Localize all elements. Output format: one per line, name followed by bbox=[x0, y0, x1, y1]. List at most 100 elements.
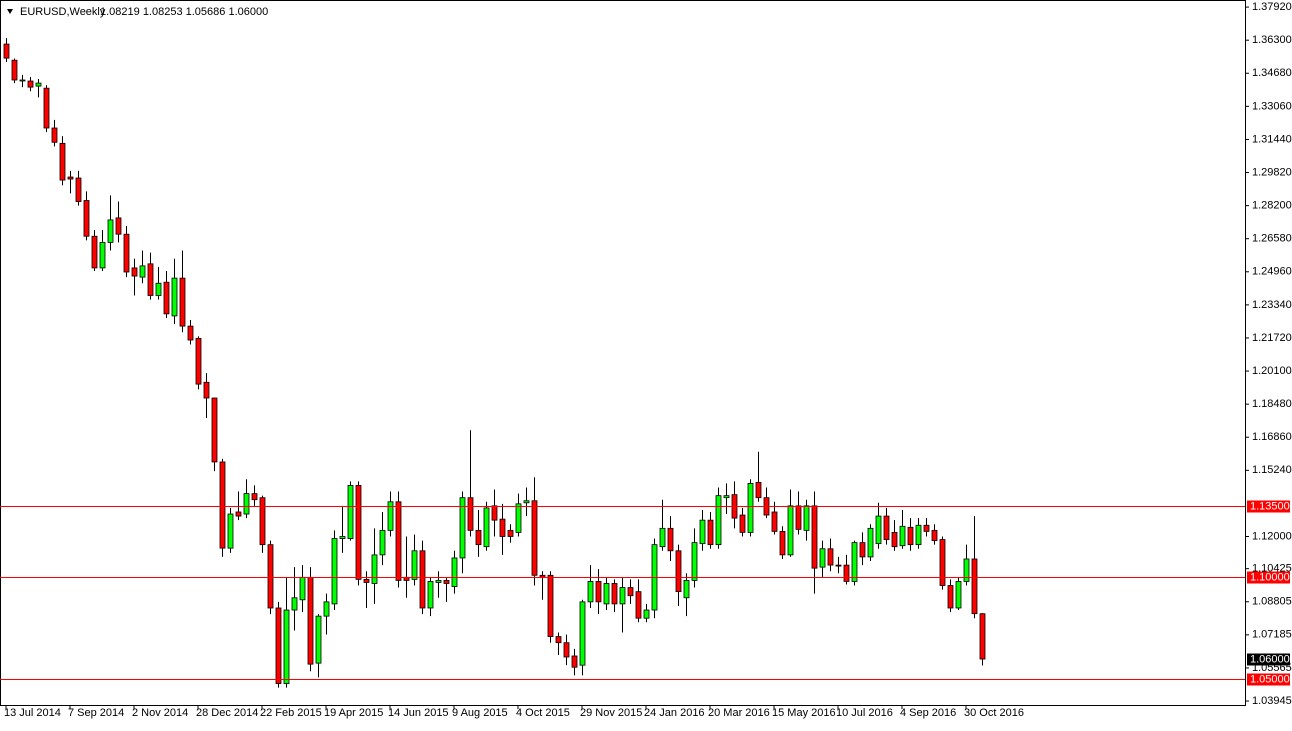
candle-body bbox=[955, 581, 962, 609]
x-tick-label: 7 Sep 2014 bbox=[68, 707, 124, 719]
candle-body bbox=[819, 548, 826, 568]
candle-body bbox=[147, 263, 154, 296]
chart-title: EURUSD,Weekly bbox=[20, 6, 106, 18]
candle-body bbox=[835, 564, 842, 567]
candle-body bbox=[979, 613, 986, 660]
candle-body bbox=[91, 235, 98, 269]
candle-body bbox=[603, 583, 610, 605]
level-label: 1.10000 bbox=[1250, 571, 1290, 583]
candle-body bbox=[203, 381, 210, 399]
candle-body bbox=[387, 501, 394, 531]
candle-body bbox=[563, 642, 570, 658]
candle-body bbox=[843, 564, 850, 582]
last-price-box bbox=[1247, 653, 1290, 666]
x-tick-label: 30 Oct 2016 bbox=[964, 707, 1024, 719]
candle-body bbox=[259, 497, 266, 546]
y-tick-label: 1.31440 bbox=[1252, 133, 1292, 145]
candle-body bbox=[11, 59, 18, 81]
candle-body bbox=[499, 518, 506, 537]
candle-body bbox=[67, 176, 74, 180]
candle-body bbox=[787, 505, 794, 556]
level-label-box bbox=[1247, 500, 1290, 513]
candle-body bbox=[35, 82, 42, 87]
candle-body bbox=[435, 580, 442, 583]
candle-body bbox=[3, 43, 10, 59]
candle-body bbox=[947, 585, 954, 609]
candle-body bbox=[107, 219, 114, 243]
candle-body bbox=[275, 607, 282, 684]
candle-body bbox=[491, 505, 498, 521]
candle-body bbox=[507, 529, 514, 537]
candle-body bbox=[883, 515, 890, 540]
candle-body bbox=[587, 581, 594, 603]
y-tick-label: 1.07185 bbox=[1252, 629, 1292, 641]
level-label: 1.05000 bbox=[1250, 673, 1290, 685]
candle-body bbox=[531, 500, 538, 576]
candle-body bbox=[891, 532, 898, 548]
x-tick-label: 13 Jul 2014 bbox=[4, 707, 61, 719]
y-tick-label: 1.34680 bbox=[1252, 67, 1292, 79]
candle-body bbox=[27, 80, 34, 88]
y-tick-label: 1.15240 bbox=[1252, 464, 1292, 476]
candle-body bbox=[291, 597, 298, 611]
candle-body bbox=[379, 529, 386, 556]
y-tick-label: 1.29820 bbox=[1252, 166, 1292, 178]
x-tick-label: 9 Aug 2015 bbox=[452, 707, 508, 719]
candle-body bbox=[75, 177, 82, 202]
y-tick-label: 1.33060 bbox=[1252, 100, 1292, 112]
candle-body bbox=[179, 277, 186, 327]
y-tick-label: 1.16860 bbox=[1252, 431, 1292, 443]
y-tick-label: 1.23340 bbox=[1252, 299, 1292, 311]
level-label: 1.13500 bbox=[1250, 500, 1290, 512]
candle-body bbox=[315, 615, 322, 664]
candle-body bbox=[715, 495, 722, 546]
candle-body bbox=[427, 581, 434, 609]
level-label-box bbox=[1247, 571, 1290, 584]
x-tick-label: 14 Jun 2015 bbox=[388, 707, 449, 719]
x-tick-label: 4 Sep 2016 bbox=[900, 707, 956, 719]
candle-body bbox=[579, 601, 586, 666]
candle-body bbox=[619, 587, 626, 605]
y-tick-label: 1.28200 bbox=[1252, 200, 1292, 212]
candle-body bbox=[771, 511, 778, 532]
candle-body bbox=[675, 550, 682, 593]
candle-body bbox=[155, 282, 162, 296]
candle-body bbox=[691, 542, 698, 581]
x-tick-label: 19 Apr 2015 bbox=[324, 707, 383, 719]
candle-body bbox=[851, 542, 858, 582]
candle-body bbox=[43, 87, 50, 129]
candle-body bbox=[123, 233, 130, 273]
candle-body bbox=[635, 591, 642, 619]
candle-body bbox=[83, 200, 90, 237]
menu-arrow[interactable] bbox=[7, 9, 13, 14]
candle-body bbox=[667, 527, 674, 552]
candle-body bbox=[235, 511, 242, 517]
candle-body bbox=[307, 576, 314, 665]
candle-body bbox=[339, 536, 346, 539]
candle-body bbox=[931, 529, 938, 541]
candle-body bbox=[267, 544, 274, 609]
candle-body bbox=[251, 493, 258, 501]
y-tick-label: 1.26580 bbox=[1252, 233, 1292, 245]
candle-body bbox=[555, 636, 562, 644]
x-tick-label: 29 Nov 2015 bbox=[580, 707, 642, 719]
x-tick-label: 10 Jul 2016 bbox=[836, 707, 893, 719]
candle-body bbox=[747, 482, 754, 533]
candle-body bbox=[571, 655, 578, 668]
y-tick-label: 1.37920 bbox=[1252, 1, 1292, 13]
candle-body bbox=[99, 241, 106, 269]
candle-body bbox=[51, 127, 58, 143]
candle-body bbox=[131, 267, 138, 277]
candle-body bbox=[547, 574, 554, 637]
candle-body bbox=[59, 142, 66, 181]
candle-body bbox=[523, 500, 530, 504]
y-tick-label: 1.08805 bbox=[1252, 596, 1292, 608]
candle-body bbox=[923, 524, 930, 532]
candle-body bbox=[899, 525, 906, 547]
candle-body bbox=[803, 505, 810, 531]
candle-body bbox=[115, 217, 122, 235]
candle-body bbox=[683, 580, 690, 599]
candle-body bbox=[363, 578, 370, 583]
candle-body bbox=[867, 527, 874, 558]
candle-body bbox=[299, 576, 306, 601]
